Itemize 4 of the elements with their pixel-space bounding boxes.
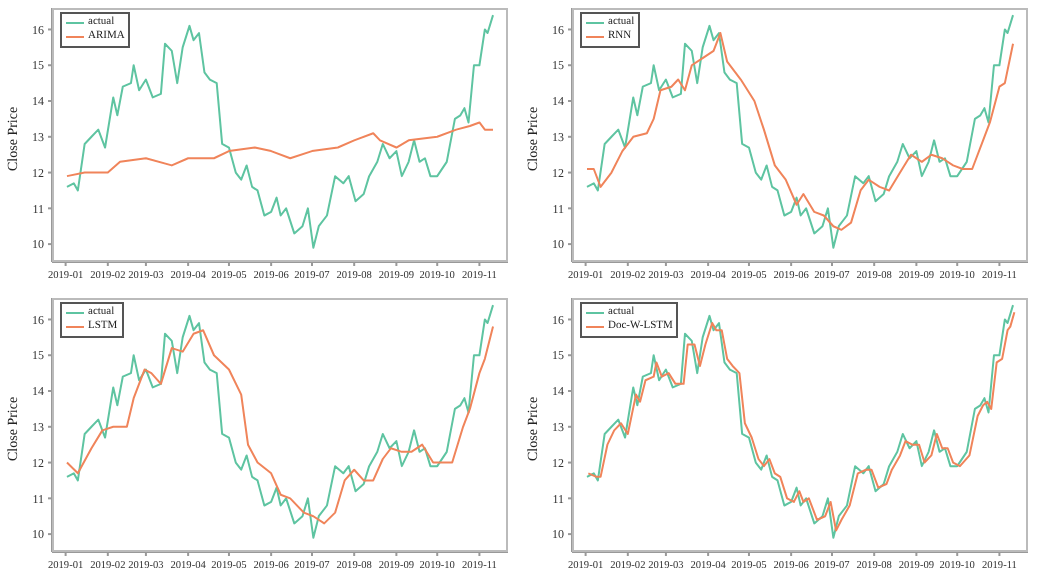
line-series — [65, 14, 495, 249]
line-series — [65, 121, 495, 178]
line-series — [585, 14, 1015, 249]
line-series — [585, 32, 1015, 231]
